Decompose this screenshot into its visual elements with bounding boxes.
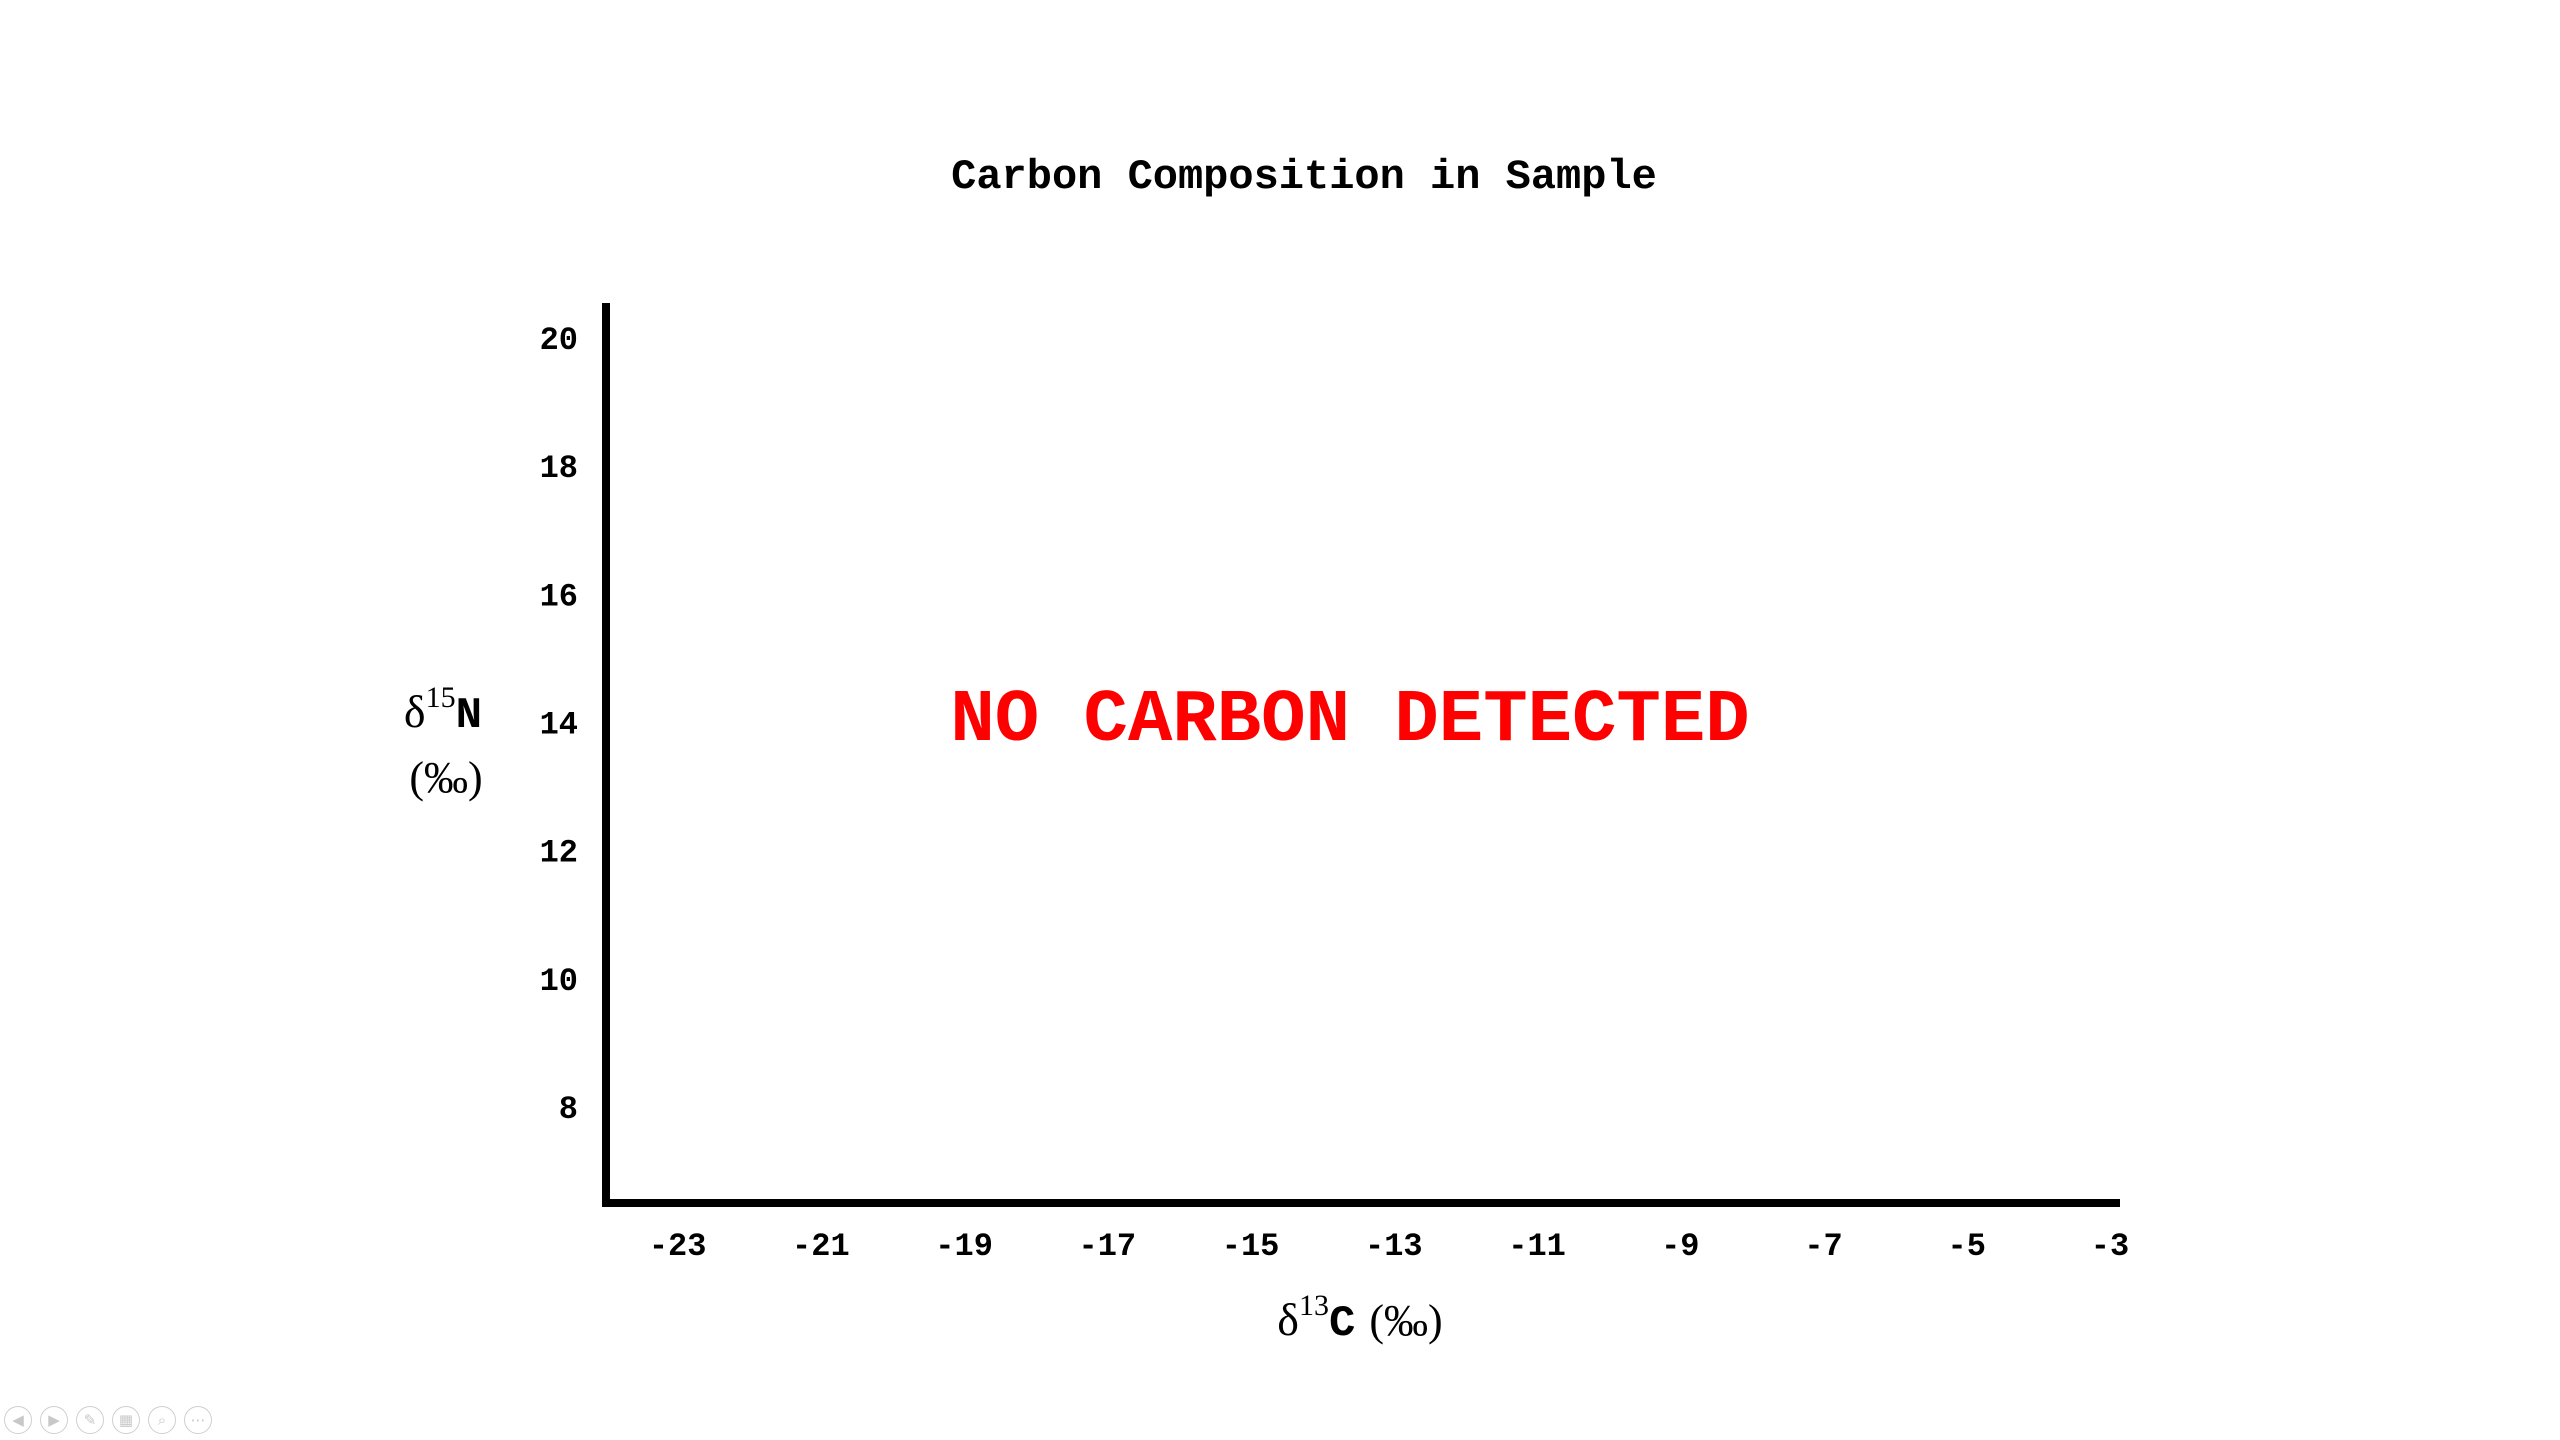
x-tick-labels: -23 -21 -19 -17 -15 -13 -11 -9 -7 -5 -3 (649, 1228, 2129, 1265)
y-tick-label: 16 (540, 578, 578, 615)
next-slide-icon[interactable]: ▶ (40, 1406, 68, 1434)
y-tick-label: 14 (540, 706, 578, 743)
x-tick-label: -23 (649, 1228, 707, 1265)
x-tick-label: -17 (1079, 1228, 1137, 1265)
slides-grid-icon[interactable]: ▦ (112, 1406, 140, 1434)
y-tick-label: 20 (540, 322, 578, 359)
y-tick-label: 10 (540, 963, 578, 1000)
more-options-icon[interactable]: ⋯ (184, 1406, 212, 1434)
x-axis-label-superscript: 13 (1299, 1289, 1329, 1322)
y-tick-labels: 8 10 12 14 16 18 20 (540, 322, 578, 1128)
no-carbon-annotation: NO CARBON DETECTED (950, 679, 1749, 763)
x-axis-label-element: C (1329, 1299, 1355, 1349)
y-axis-label-unit: (‰) (409, 753, 482, 802)
zoom-icon[interactable]: ⌕ (148, 1406, 176, 1434)
chart-title: Carbon Composition in Sample (951, 153, 1657, 201)
x-tick-label: -21 (792, 1228, 850, 1265)
y-tick-label: 12 (540, 835, 578, 872)
x-axis-label: δ13C (‰) (1277, 1289, 1442, 1349)
slideshow-toolbar: ◀ ▶ ✎ ▦ ⌕ ⋯ (4, 1400, 212, 1440)
x-tick-label: -3 (2091, 1228, 2129, 1265)
x-axis-label-symbol: δ (1277, 1294, 1299, 1345)
x-tick-label: -19 (935, 1228, 993, 1265)
x-axis-label-unit: (‰) (1369, 1296, 1442, 1345)
x-tick-label: -7 (1804, 1228, 1842, 1265)
x-tick-label: -15 (1222, 1228, 1280, 1265)
y-axis-label: δ15N (404, 681, 482, 741)
x-tick-label: -5 (1948, 1228, 1986, 1265)
y-axis-label-superscript: 15 (426, 681, 456, 714)
y-tick-label: 8 (559, 1091, 578, 1128)
pen-icon[interactable]: ✎ (76, 1406, 104, 1434)
y-axis-label-symbol: δ (404, 686, 426, 737)
x-tick-label: -11 (1508, 1228, 1566, 1265)
x-tick-label: -13 (1365, 1228, 1423, 1265)
x-tick-label: -9 (1661, 1228, 1699, 1265)
previous-slide-icon[interactable]: ◀ (4, 1406, 32, 1434)
y-tick-label: 18 (540, 450, 578, 487)
y-axis-label-element: N (456, 691, 482, 741)
